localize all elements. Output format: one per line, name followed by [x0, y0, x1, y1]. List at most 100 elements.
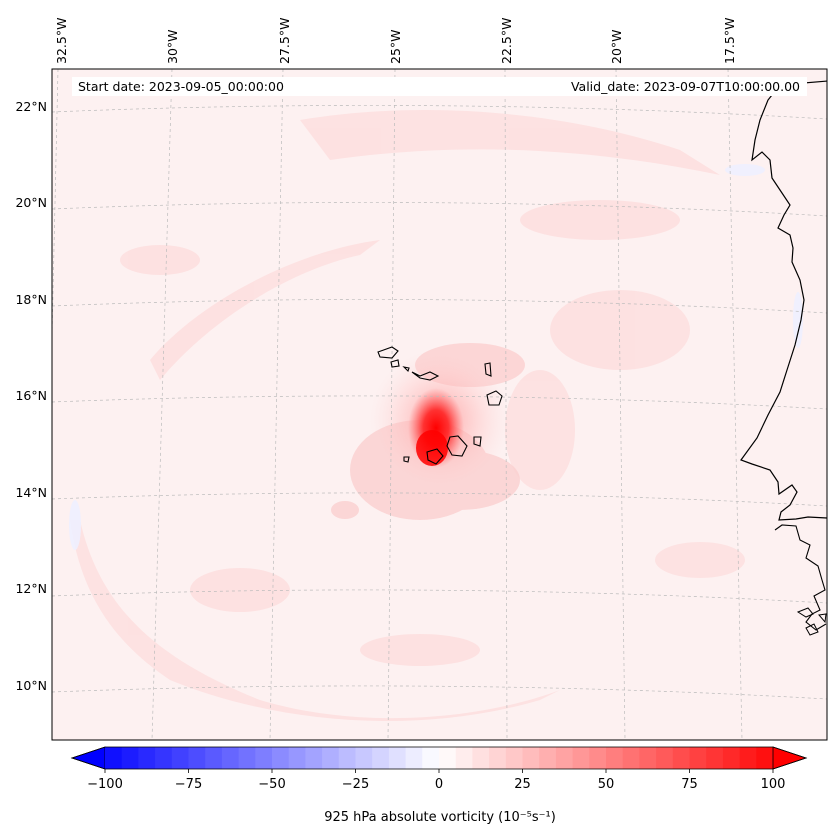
- colorbar-step: [372, 747, 390, 769]
- lon-label-22-5w: 22.5°W: [499, 18, 514, 64]
- colorbar-step: [188, 747, 206, 769]
- gridlines: [52, 69, 827, 740]
- lon-grid-20w: [615, 69, 626, 740]
- island-maio: [473, 436, 482, 447]
- colorbar-step: [388, 747, 407, 769]
- lon-grid-27-5w: [269, 69, 284, 740]
- colorbar-high-extension: [772, 746, 808, 770]
- colorbar-step: [489, 747, 507, 769]
- colorbar-tick-label: 0: [435, 777, 443, 792]
- colorbar-step: [439, 747, 457, 769]
- island-santo-antao: [377, 346, 399, 359]
- lon-label-27-5w: 27.5°W: [277, 18, 292, 64]
- lat-label-18n: 18°N: [15, 292, 47, 307]
- lon-label-30w: 30°W: [165, 29, 180, 64]
- lat-label-16n: 16°N: [15, 388, 47, 403]
- lat-grid-14n: [52, 492, 827, 507]
- colorbar-low-extension: [70, 746, 106, 770]
- lon-label-25w: 25°W: [388, 29, 403, 64]
- colorbar-step: [722, 747, 741, 769]
- island-sal: [484, 362, 492, 377]
- colorbar-step: [589, 747, 607, 769]
- lat-label-14n: 14°N: [15, 485, 47, 500]
- colorbar: −100 −75 −50 −25 0 25 50 75 100 925 hPa absolute…: [70, 746, 808, 825]
- colorbar-label: 925 hPa absolute vorticity (10⁻⁵s⁻¹): [324, 810, 556, 825]
- colorbar-step: [238, 747, 256, 769]
- island-fogo: [426, 448, 444, 465]
- colorbar-step: [539, 747, 557, 769]
- colorbar-step: [305, 747, 323, 769]
- colorbar-step: [288, 747, 306, 769]
- colorbar-step: [338, 747, 357, 769]
- cape-verde-islands: [377, 346, 503, 465]
- colorbar-step: [505, 747, 524, 769]
- start-date: Start date: 2023-09-05_00:00:00: [78, 79, 284, 94]
- colorbar-step: [355, 747, 373, 769]
- lat-grid-22n: [52, 105, 827, 120]
- colorbar-step: [322, 747, 340, 769]
- island-sao-nicolau: [411, 371, 440, 381]
- colorbar-tick-label: −75: [175, 777, 202, 792]
- lat-grid-12n: [52, 589, 827, 604]
- lon-grid-30w: [151, 69, 173, 740]
- colorbar-step: [739, 747, 757, 769]
- island-santa-luzia: [402, 366, 410, 373]
- vorticity-field: [70, 110, 745, 722]
- african-coastline: [740, 80, 827, 521]
- header-bar: [72, 77, 807, 96]
- colorbar-step: [522, 747, 540, 769]
- colorbar-step: [689, 747, 707, 769]
- bissagos-islands: [796, 607, 827, 636]
- colorbar-step: [622, 747, 640, 769]
- lon-label-17-5w: 17.5°W: [722, 18, 737, 64]
- colorbar-step: [472, 747, 490, 769]
- colorbar-tick-label: −25: [342, 777, 369, 792]
- colorbar-step: [756, 747, 774, 769]
- valid-date: Valid_date: 2023-09-07T10:00:00.00: [571, 79, 800, 94]
- lon-label-32-5w: 32.5°W: [54, 18, 69, 64]
- lat-grid-16n: [52, 395, 827, 410]
- lat-label-10n: 10°N: [15, 678, 47, 693]
- longitude-labels: 32.5°W 30°W 27.5°W 25°W 22.5°W 20°W 17.5…: [54, 18, 737, 64]
- colorbar-tick-label: 100: [761, 777, 786, 792]
- colorbar-step: [272, 747, 290, 769]
- colorbar-step: [138, 747, 156, 769]
- lon-label-20w: 20°W: [609, 29, 624, 64]
- colorbar-ticks: −100 −75 −50 −25 0 25 50 75 100: [87, 769, 785, 792]
- map-panel: [52, 69, 827, 740]
- colorbar-tick-label: 25: [514, 777, 531, 792]
- lat-label-22n: 22°N: [15, 99, 47, 114]
- colorbar-steps: [105, 747, 774, 769]
- colorbar-step: [105, 747, 123, 769]
- colorbar-step: [672, 747, 691, 769]
- colorbar-step: [455, 747, 473, 769]
- colorbar-step: [171, 747, 190, 769]
- island-sao-vicente: [390, 359, 400, 368]
- colorbar-step: [205, 747, 223, 769]
- island-boa-vista: [486, 390, 503, 406]
- latitude-labels: 22°N 20°N 18°N 16°N 14°N 12°N 10°N: [15, 99, 47, 693]
- map-frame: [51, 68, 828, 741]
- lat-grid-18n: [52, 299, 827, 314]
- colorbar-step: [555, 747, 574, 769]
- lon-grid-17-5w: [727, 69, 743, 740]
- colorbar-step: [121, 747, 139, 769]
- colorbar-step: [155, 747, 173, 769]
- colorbar-step: [255, 747, 273, 769]
- colorbar-tick-label: −100: [87, 777, 123, 792]
- colorbar-step: [221, 747, 240, 769]
- lon-grid-25w: [387, 69, 396, 740]
- colorbar-step: [639, 747, 657, 769]
- island-santiago: [446, 435, 468, 457]
- lat-grid-10n: [52, 685, 827, 700]
- colorbar-step: [422, 747, 440, 769]
- lat-grid-20n: [52, 202, 827, 217]
- island-brava: [403, 456, 410, 463]
- lon-grid-22-5w: [504, 69, 508, 740]
- colorbar-step: [606, 747, 624, 769]
- colorbar-step: [656, 747, 674, 769]
- lat-label-20n: 20°N: [15, 195, 47, 210]
- colorbar-tick-label: −50: [258, 777, 285, 792]
- colorbar-step: [572, 747, 590, 769]
